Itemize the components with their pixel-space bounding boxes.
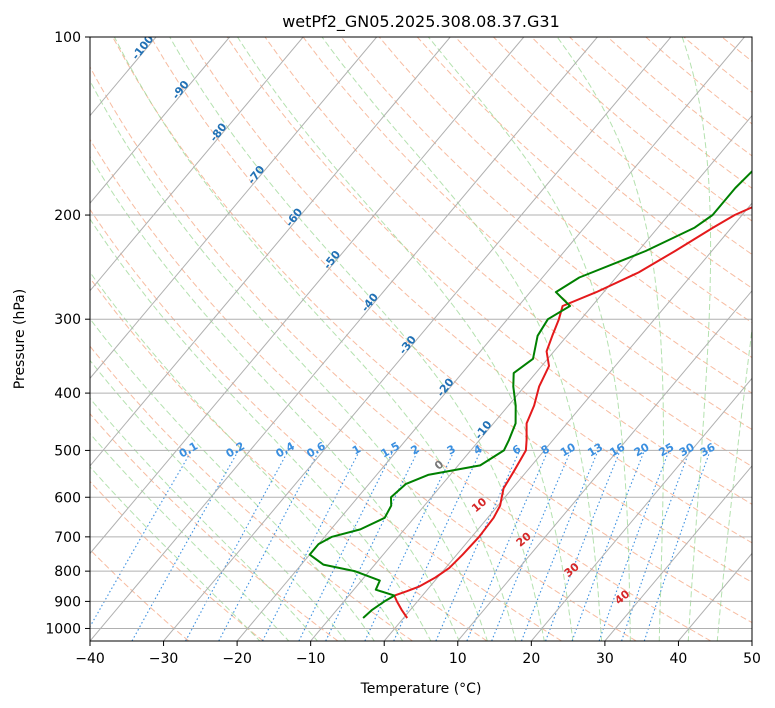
moist-adiabat-line [90,79,488,641]
x-tick-label: −20 [222,651,252,667]
dry-adiabat-line [112,37,752,624]
x-tick-label: 0 [380,651,389,667]
y-axis-title: Pressure (hPa) [12,289,28,389]
mixing-ratio-line [571,450,645,641]
isotherm-line [604,465,752,641]
mixing-ratio-line [262,450,361,641]
dry-adiabat-line [90,65,712,641]
dry-adiabat-line [150,37,752,583]
plot-frame [89,36,753,642]
moist-adiabat-line [90,218,432,641]
temperature-profile-line [393,206,752,619]
moist-adiabat-line [681,37,712,641]
moist-adiabat-line [90,432,290,641]
moist-adiabat-line [716,325,752,641]
dry-adiabat-line [455,37,752,289]
x-tick-label: 10 [449,651,467,667]
dry-adiabat-line [90,548,190,641]
y-axis-ticks: 1000 900 800 700 600 500 400 300 200 100 [45,30,90,637]
isotherm-line [236,37,745,641]
x-tick-label: 20 [522,651,540,667]
isotherm-line [90,37,451,467]
moist-adiabat-line [90,397,319,641]
moist-adiabat-line [90,466,261,641]
y-tick-label: 700 [54,530,81,546]
profile-lines [308,169,752,619]
dry-adiabat-line [90,413,339,641]
y-tick-label: 600 [54,490,81,506]
plot-area: 0.1 0.2 0.4 0.6 1 1.5 2 3 4 6 8 10 13 16 20 25 30 36-100-… [90,37,752,641]
mixing-ratio-line [598,450,670,641]
dry-adiabat-line [90,480,264,641]
y-tick-label: 500 [54,443,81,459]
mixing-ratio-line [435,450,521,641]
isotherm-line [90,37,598,641]
x-tick-label: 30 [596,651,614,667]
mixing-ratio-line [621,450,691,641]
x-axis-title: Temperature (°C) [360,681,482,697]
isotherms [90,37,752,641]
chart-title: wetPf2_GN05.2025.308.08.37.G31 [282,12,560,32]
y-tick-label: 400 [54,386,81,402]
dry-adiabat-line [302,37,752,431]
mixing-ratio-line [185,450,289,641]
isotherm-line [90,37,378,380]
dry-adiabat-line [90,277,488,641]
isotherm-line [90,37,525,555]
moist-adiabat-line [556,37,664,641]
isotherm-line [310,114,752,641]
isobars [90,37,752,629]
moist-adiabat-line [90,155,460,641]
x-tick-label: 50 [743,651,761,667]
isotherm-line [90,37,230,204]
isotherm-line [90,37,304,292]
moist-adiabat-line [90,359,347,641]
isotherm-line [163,37,672,641]
dry-adiabat-line [378,37,752,359]
moist-adiabat-line [90,271,404,641]
dry-adiabat-line [188,37,752,544]
mixing-ratio-line [643,450,711,641]
y-tick-label: 1000 [45,621,81,637]
y-tick-label: 200 [54,208,81,224]
isotherm-line [383,202,752,641]
dewpoint-profile-line [308,169,752,619]
dry-adiabat-line [226,37,752,505]
mixing-ratio-line [545,450,621,641]
x-tick-label: 40 [670,651,688,667]
y-tick-label: 300 [54,312,81,328]
mixing-ratio-line [466,450,549,641]
y-tick-label: 800 [54,564,81,580]
x-axis-ticks: −40 −30 −20 −10 0 10 20 30 40 50 [75,641,761,667]
moist-adiabat-line [428,37,631,641]
x-tick-label: −30 [149,651,179,667]
isotherm-line [457,289,752,641]
moist-adiabat-line [237,37,574,641]
dry-adiabat-line [90,208,562,641]
x-tick-label: −40 [75,651,105,667]
isotherm-line [530,377,752,641]
y-tick-label: 100 [54,30,81,46]
dry-adiabat-line [264,37,752,468]
y-tick-label: 900 [54,594,81,610]
x-tick-label: −10 [296,651,326,667]
mixing-ratio-line [298,450,394,641]
moist-adiabat-line [169,37,545,641]
moist-adiabat-line [113,37,517,641]
mixing-ratio-line [520,450,599,641]
